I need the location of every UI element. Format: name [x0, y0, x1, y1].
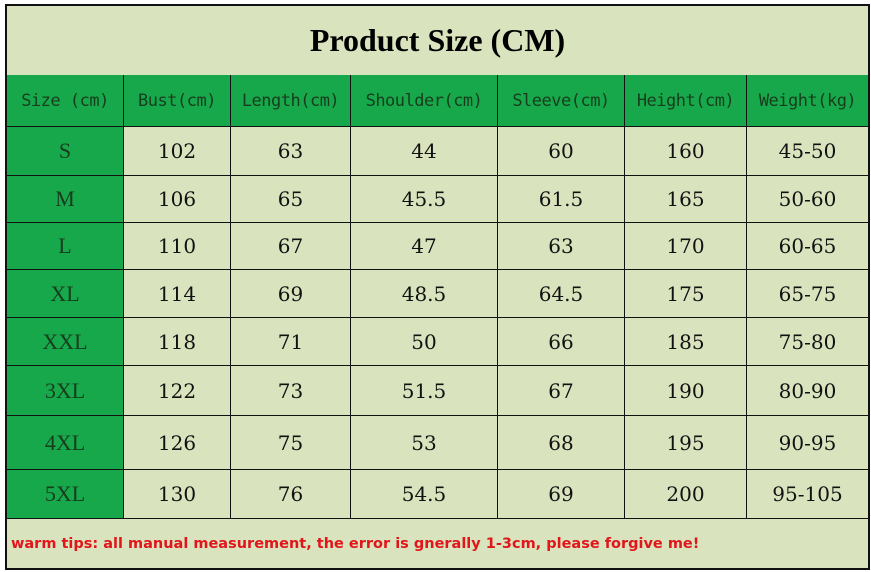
table-row: 3XL 122 73 51.5 67 190 80-90 [7, 366, 868, 416]
table-cell: 65-75 [778, 281, 837, 306]
table-cell: 95-105 [772, 482, 843, 506]
table-cell: 71 [231, 318, 351, 365]
table-cell: 110 [124, 223, 231, 269]
column-header: Weight(kg) [747, 75, 868, 126]
table-cell: 185 [625, 318, 747, 365]
table-cell: 165 [625, 176, 747, 222]
table-cell: 69 [498, 470, 625, 518]
table-cell: 50 [351, 318, 498, 365]
table-cell: 114 [124, 270, 231, 317]
table-title: Product Size (CM) [7, 6, 868, 76]
table-row: L 110 67 47 63 170 60-65 [7, 223, 868, 270]
table-cell: 63 [498, 223, 625, 269]
table-cell: 122 [124, 366, 231, 415]
size-label-cell: L [7, 223, 124, 269]
table-cell: 50-60 [778, 187, 837, 211]
table-cell: 75-80 [778, 329, 837, 354]
column-header: Length(cm) [231, 75, 351, 126]
table-cell: 190 [625, 366, 747, 415]
size-label-cell: 3XL [7, 366, 124, 415]
table-cell: 75 [231, 416, 351, 469]
table-row: XXL 118 71 50 66 185 75-80 [7, 318, 868, 366]
table-row: S 102 63 44 60 160 45-50 [7, 127, 868, 176]
table-cell: 68 [498, 416, 625, 469]
table-cell: 126 [124, 416, 231, 469]
column-header: Size (cm) [7, 75, 124, 126]
table-cell: 65 [231, 176, 351, 222]
table-cell: 170 [625, 223, 747, 269]
table-cell: 67 [231, 223, 351, 269]
table-cell: 160 [625, 127, 747, 175]
size-chart-table: Product Size (CM) Size (cm) Bust(cm) Lengt… [5, 4, 870, 570]
table-cell: 118 [124, 318, 231, 365]
table-cell: 66 [498, 318, 625, 365]
size-label-cell: S [7, 127, 124, 175]
table-cell: 64.5 [498, 270, 625, 317]
table-cell: 60 [498, 127, 625, 175]
header-row: Size (cm) Bust(cm) Length(cm) Shoulder(cm) S… [7, 75, 868, 127]
table-cell: 53 [351, 416, 498, 469]
table-cell: 175 [625, 270, 747, 317]
table-row: XL 114 69 48.5 64.5 175 65-75 [7, 270, 868, 318]
table-cell: 69 [231, 270, 351, 317]
table-cell: 76 [231, 470, 351, 518]
size-label-cell: XL [7, 270, 124, 317]
table-cell: 44 [351, 127, 498, 175]
column-header: Shoulder(cm) [351, 75, 498, 126]
table-cell: 195 [625, 416, 747, 469]
table-cell: 60-65 [778, 234, 837, 258]
size-label-cell: M [7, 176, 124, 222]
column-header: Bust(cm) [124, 75, 231, 126]
table-cell: 130 [124, 470, 231, 518]
table-cell: 80-90 [778, 378, 837, 403]
table-cell: 48.5 [351, 270, 498, 317]
table-cell: 73 [231, 366, 351, 415]
table-cell: 45.5 [351, 176, 498, 222]
table-cell: 67 [498, 366, 625, 415]
table-cell: 61.5 [498, 176, 625, 222]
size-label-cell: 4XL [7, 416, 124, 469]
table-cell: 51.5 [351, 366, 498, 415]
table-cell: 47 [351, 223, 498, 269]
size-label-cell: 5XL [7, 470, 124, 518]
size-label-cell: XXL [7, 318, 124, 365]
column-header: Sleeve(cm) [498, 75, 625, 126]
table-cell: 63 [231, 127, 351, 175]
table-cell: 45-50 [778, 139, 837, 163]
table-row: M 106 65 45.5 61.5 165 50-60 [7, 176, 868, 223]
table-cell: 90-95 [778, 430, 837, 455]
table-cell: 102 [124, 127, 231, 175]
table-cell: 200 [625, 470, 747, 518]
table-row: 5XL 130 76 54.5 69 200 95-105 [7, 470, 868, 519]
table-row: 4XL 126 75 53 68 195 90-95 [7, 416, 868, 470]
table-cell: 106 [124, 176, 231, 222]
column-header: Height(cm) [625, 75, 747, 126]
warm-tips-note: warm tips: all manual measurement, the e… [11, 535, 700, 552]
table-cell: 54.5 [351, 470, 498, 518]
